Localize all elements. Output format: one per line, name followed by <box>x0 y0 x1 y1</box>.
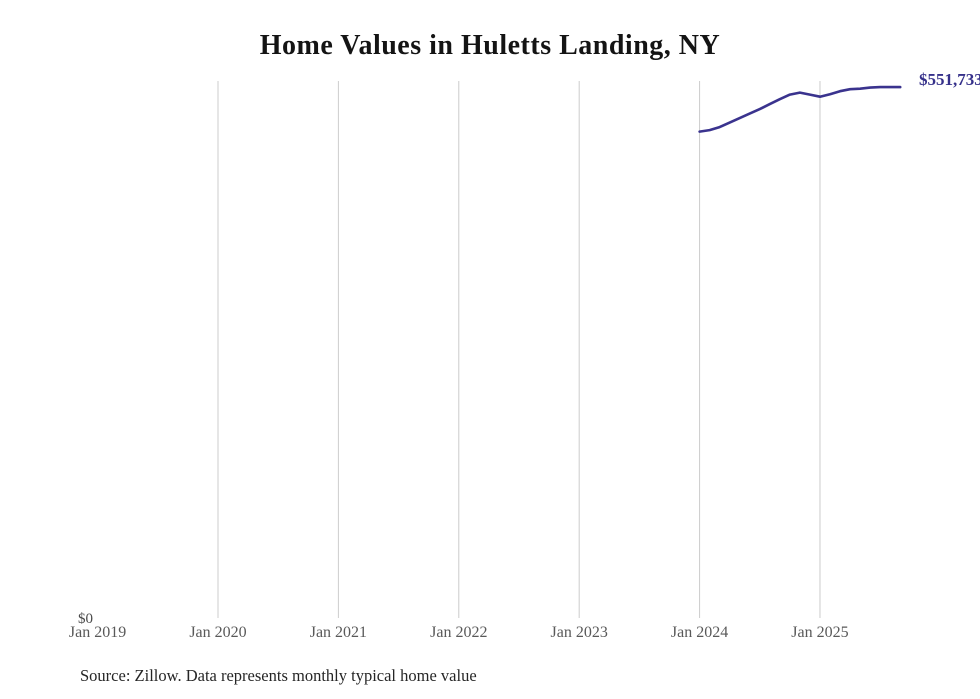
end-value-label: $551,733 <box>919 70 980 89</box>
x-tick-label: Jan 2025 <box>791 624 849 641</box>
x-tick-label: Jan 2022 <box>430 624 488 641</box>
x-tick-label: Jan 2019 <box>68 624 127 641</box>
x-tick-label: Jan 2021 <box>309 624 368 641</box>
chart-title: Home Values in Huletts Landing, NY <box>259 30 721 61</box>
gridlines <box>217 81 821 618</box>
x-tick-label: Jan 2020 <box>189 624 247 641</box>
x-tick-label: Jan 2024 <box>670 624 729 641</box>
x-tick-label: Jan 2023 <box>550 624 608 641</box>
y-zero-label: $0 <box>78 611 93 627</box>
source-note: Source: Zillow. Data represents monthly … <box>80 666 477 685</box>
price-line <box>698 85 902 133</box>
